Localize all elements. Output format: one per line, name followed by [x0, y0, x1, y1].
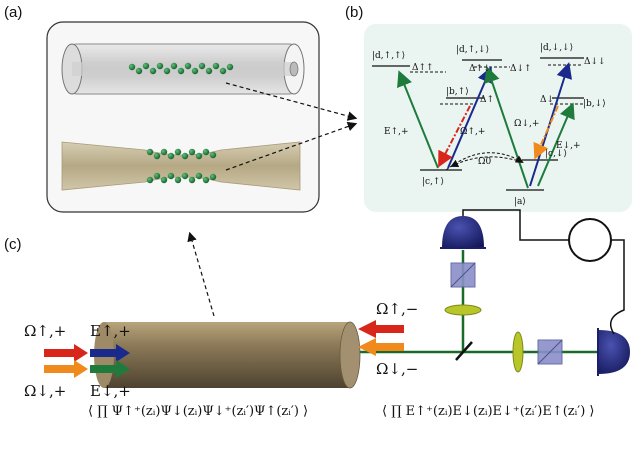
input-arrow-E-down-plus — [90, 360, 130, 378]
input-arrow-Omega-up-plus — [44, 344, 88, 362]
label-c-Omega-down-minus: Ω↓,− — [376, 360, 418, 378]
label-c-down: |c,↓⟩ — [545, 149, 567, 159]
panel-label-c: (c) — [4, 236, 22, 253]
label-c-E-down-plus: E↓,+ — [90, 382, 131, 400]
label-detuning-upup: Δ↑↑ — [412, 63, 434, 73]
transition-Omega-down-plus — [533, 105, 559, 160]
atom-ensemble-cylinder — [94, 321, 361, 389]
beam-splitter — [455, 341, 473, 361]
panel-c: Ω↑,+ E↑,+ Ω↓,+ E↓,+ Ω↑,− Ω↓,− — [24, 209, 630, 400]
formula-field-correlation: ⟨ ∏ E↑⁺(zᵢ)E↓(zᵢ)E↓⁺(zᵢ′)E↑(zᵢ′) ⟩ — [382, 404, 595, 419]
dashed-arrow-fiber-to-levels — [225, 82, 358, 121]
wire-right-detector — [609, 239, 625, 335]
input-arrow-Omega-down-plus — [44, 360, 88, 378]
lens-vertical — [444, 304, 482, 316]
label-a: |a⟩ — [514, 197, 526, 207]
transition-green-up-down — [484, 66, 529, 189]
input-arrow-Omega-down-minus — [358, 338, 404, 356]
wire-top-detector — [462, 209, 569, 241]
dashed-arrow-nanofiber-to-levels — [225, 121, 358, 171]
transition-E-up-plus — [397, 70, 439, 169]
transition-E-down-plus — [537, 102, 575, 187]
panel-b: |d,↑,↑⟩ |d,↑,↓⟩ |d,↓,↓⟩ |b,↑⟩ |b,↓⟩ |c,↑… — [364, 24, 632, 212]
atom-cloud-nanofiber — [146, 148, 217, 184]
label-field-E-up-plus: E↑,+ — [384, 127, 409, 137]
detector-top — [442, 216, 484, 248]
label-d-up-up: |d,↑,↑⟩ — [372, 51, 405, 61]
panel-a — [46, 21, 320, 213]
transition-Omega-0-return — [450, 156, 523, 167]
transition-blue-up — [447, 66, 493, 169]
lens-horizontal — [512, 331, 524, 373]
label-d-down-down: |d,↓,↓⟩ — [540, 43, 573, 53]
polarizer-cube-horizontal — [537, 339, 563, 365]
label-c-Omega-down-plus: Ω↓,+ — [24, 382, 66, 400]
label-field-E-down-plus: E↓,+ — [556, 141, 581, 151]
label-field-Omega-0: Ω0 — [478, 157, 491, 167]
label-field-Omega-up-plus: Ω↑,+ — [460, 127, 485, 137]
formula-atomic-correlation: ⟨ ∏ Ψ↑⁺(zᵢ)Ψ↓(zᵢ)Ψ↓⁺(zᵢ′)Ψ↑(zᵢ′) ⟩ — [88, 404, 309, 419]
label-b-up: |b,↑⟩ — [446, 87, 469, 97]
panel-label-a: (a) — [4, 4, 23, 21]
label-detuning-up: Δ↑ — [480, 95, 494, 105]
label-detuning-updown-left: Δ↑↓ — [469, 64, 491, 74]
label-c-Omega-up-minus: Ω↑,− — [376, 300, 418, 318]
label-c-E-up-plus: E↑,+ — [90, 322, 131, 340]
label-c-up: |c,↑⟩ — [422, 177, 444, 187]
transition-Omega-up-plus — [438, 105, 471, 168]
label-detuning-down: Δ↓ — [540, 95, 554, 105]
label-d-up-down: |d,↑,↓⟩ — [456, 45, 489, 55]
label-b-down: |b,↓⟩ — [583, 99, 606, 109]
dashed-arrow-cylinder-to-panel-a — [187, 231, 215, 317]
tapered-nanofiber — [61, 141, 301, 191]
input-arrow-Omega-up-minus — [358, 320, 404, 338]
input-arrow-E-up-plus — [90, 344, 130, 362]
detector-right — [598, 330, 630, 374]
coincidence-counter — [568, 218, 612, 262]
transition-Omega-0 — [445, 152, 524, 171]
atom-cloud-fiber — [128, 62, 234, 75]
panel-label-b: (b) — [345, 4, 364, 21]
label-detuning-updown-right: Δ↓↑ — [510, 64, 532, 74]
polarizer-cube-vertical — [450, 262, 476, 288]
label-detuning-downdown: Δ↓↓ — [584, 57, 606, 67]
label-field-Omega-down-plus: Ω↓,+ — [514, 119, 539, 129]
label-c-Omega-up-plus: Ω↑,+ — [24, 322, 66, 340]
